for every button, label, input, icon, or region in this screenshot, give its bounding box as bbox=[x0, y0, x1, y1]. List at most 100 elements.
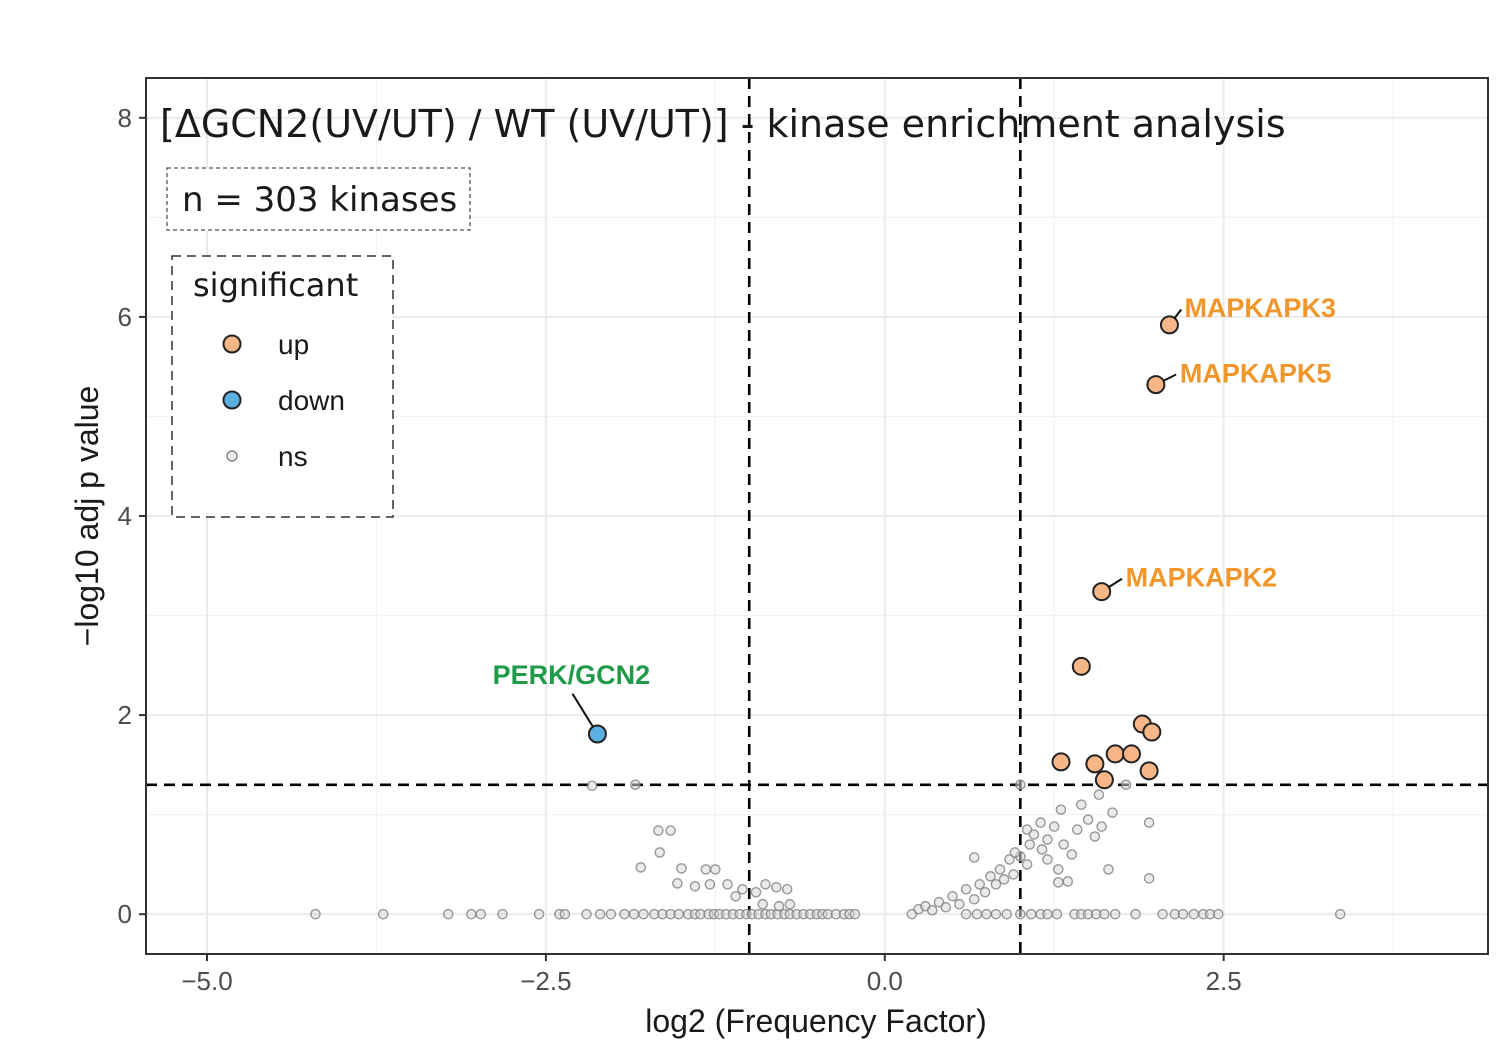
up-point bbox=[1142, 722, 1162, 742]
ns-point bbox=[1036, 844, 1048, 855]
up-point bbox=[1071, 656, 1091, 676]
annotation-leader-line bbox=[571, 693, 595, 728]
threshold-lines bbox=[146, 78, 1488, 954]
y-tick-label: 4 bbox=[118, 501, 132, 531]
ns-point bbox=[730, 890, 741, 902]
ns-point bbox=[971, 908, 983, 920]
annotation-label: PERK/GCN2 bbox=[493, 660, 651, 690]
ns-point bbox=[628, 908, 640, 920]
legend: significant up down ns bbox=[171, 255, 394, 518]
up-point bbox=[1085, 754, 1105, 774]
ns-point bbox=[497, 908, 508, 920]
ns-point bbox=[1062, 876, 1074, 887]
ns-point bbox=[1107, 807, 1118, 818]
ns-point bbox=[586, 780, 598, 792]
kinase-count-label: n = 303 kinases bbox=[182, 180, 457, 220]
x-axis-title: log2 (Frequency Factor) bbox=[645, 1003, 986, 1039]
ns-point bbox=[1015, 779, 1026, 791]
ns-point bbox=[1177, 908, 1189, 920]
ns-point bbox=[1042, 908, 1053, 920]
ns-point bbox=[960, 883, 972, 895]
x-tick-label: −2.5 bbox=[520, 966, 571, 996]
ns-point bbox=[1130, 908, 1141, 920]
annotation-leader-line bbox=[1173, 308, 1183, 320]
legend-title: significant bbox=[193, 266, 358, 304]
ns-point bbox=[1096, 821, 1107, 832]
ns-point bbox=[1052, 864, 1064, 875]
up-point bbox=[1105, 744, 1125, 764]
significant-points bbox=[587, 315, 1179, 790]
ns-point bbox=[619, 908, 630, 920]
ns-point bbox=[689, 881, 701, 892]
ns-point bbox=[968, 893, 980, 905]
ns-point bbox=[559, 908, 571, 920]
ns-point bbox=[998, 874, 1010, 885]
annotation-leader-line bbox=[1107, 577, 1123, 589]
ns-point bbox=[635, 862, 647, 873]
y-tick-label: 6 bbox=[118, 302, 132, 332]
ns-point bbox=[1212, 908, 1224, 920]
ns-point bbox=[1024, 839, 1036, 850]
ns-point bbox=[1001, 908, 1013, 920]
ns-point bbox=[700, 864, 712, 875]
ns-point bbox=[1055, 804, 1067, 815]
up-point bbox=[1159, 315, 1179, 335]
ns-point bbox=[760, 879, 771, 890]
up-point bbox=[1092, 582, 1112, 602]
ns-point bbox=[947, 890, 958, 902]
ns-point bbox=[673, 908, 685, 920]
ns-point bbox=[1099, 908, 1110, 920]
legend-key-up-icon bbox=[222, 334, 242, 354]
ns-point bbox=[1066, 849, 1078, 860]
point-annotations: MAPKAPK3 MAPKAPK5 MAPKAPK2 PERK/GCN2 bbox=[493, 293, 1336, 728]
ns-point bbox=[974, 879, 985, 890]
legend-frame bbox=[171, 255, 394, 518]
ns-point bbox=[310, 908, 321, 920]
up-point bbox=[1051, 752, 1071, 772]
ns-point bbox=[1021, 859, 1033, 870]
legend-label-up: up bbox=[278, 329, 309, 360]
ns-point bbox=[750, 886, 762, 898]
ns-point bbox=[722, 879, 733, 890]
axes: −5.0 −2.5 0.0 2.5 0 2 4 6 8 bbox=[118, 103, 1242, 996]
ns-point bbox=[1093, 789, 1105, 801]
ns-point bbox=[1143, 873, 1155, 884]
ns-point bbox=[981, 908, 992, 920]
y-axis-title: −log10 adj p value bbox=[69, 386, 105, 647]
count-box: n = 303 kinases bbox=[166, 167, 471, 231]
down-point bbox=[587, 724, 607, 744]
ns-point bbox=[377, 908, 389, 920]
ns-point bbox=[466, 908, 477, 920]
ns-point bbox=[1076, 799, 1087, 810]
ns-point bbox=[442, 908, 454, 920]
ns-point bbox=[994, 864, 1006, 875]
ns-point bbox=[1051, 908, 1063, 920]
ns-point bbox=[1089, 831, 1101, 842]
legend-key-down-icon bbox=[222, 390, 242, 410]
ns-point bbox=[630, 779, 641, 791]
y-tick-label: 0 bbox=[118, 899, 132, 929]
ns-point bbox=[1058, 839, 1070, 850]
ns-point bbox=[960, 908, 972, 920]
ns-point bbox=[979, 886, 991, 898]
ns-point bbox=[849, 908, 861, 920]
ns-point bbox=[1143, 817, 1155, 828]
ns-point bbox=[1082, 814, 1094, 825]
annotation-label: MAPKAPK3 bbox=[1184, 293, 1336, 323]
y-tick-label: 8 bbox=[118, 103, 132, 133]
ns-point bbox=[968, 852, 980, 863]
ns-point bbox=[990, 908, 1002, 920]
ns-point bbox=[665, 825, 676, 836]
ns-point bbox=[940, 901, 952, 913]
annotation-label: MAPKAPK5 bbox=[1180, 359, 1332, 389]
plot-title: [ΔGCN2(UV/UT) / WT (UV/UT)] - kinase enr… bbox=[160, 102, 1286, 146]
legend-label-ns: ns bbox=[278, 441, 308, 472]
ns-point bbox=[1109, 908, 1121, 920]
ns-point bbox=[1042, 854, 1053, 865]
up-point bbox=[1121, 744, 1141, 764]
ns-point bbox=[710, 864, 721, 875]
ns-point bbox=[781, 883, 793, 895]
ns-point bbox=[1008, 869, 1019, 880]
ns-point bbox=[1004, 854, 1015, 865]
